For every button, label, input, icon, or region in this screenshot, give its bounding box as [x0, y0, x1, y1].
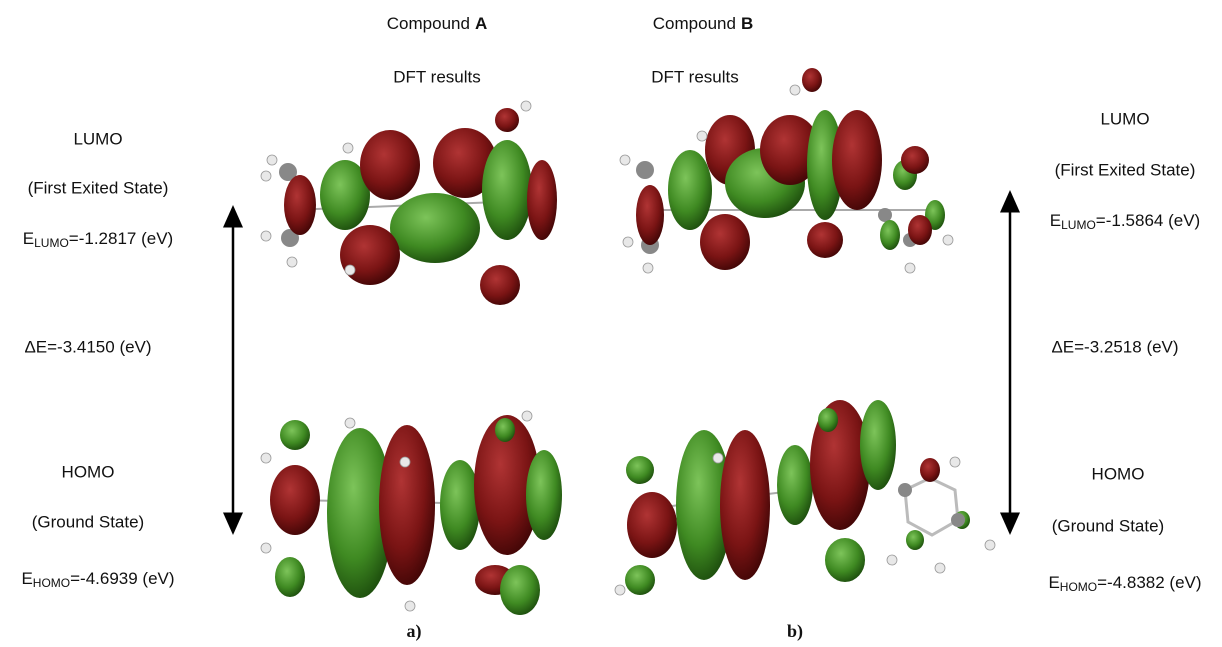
method: DFT results	[651, 67, 739, 86]
lumo-title: LUMO	[1100, 109, 1149, 128]
energy-value: =-1.5864 (eV)	[1096, 211, 1200, 230]
panel-caption: b)	[787, 621, 803, 642]
energy-gap: ΔE=-3.4150 (eV)	[24, 337, 151, 356]
energy-symbol: E	[21, 569, 32, 588]
compound-letter: A	[475, 14, 487, 33]
lumo-title: LUMO	[73, 129, 122, 148]
homo-title: HOMO	[62, 462, 115, 481]
energy-value: =-1.2817 (eV)	[69, 229, 173, 248]
energy-value: =-4.8382 (eV)	[1097, 573, 1201, 592]
energy-subscript: HOMO	[33, 576, 70, 590]
energy-gap: ΔE=-3.2518 (eV)	[1051, 337, 1178, 356]
homo-energy: EHOMO=-4.6939 (eV)	[21, 569, 174, 590]
figure: Compound A DFT results Compound B DFT resu…	[0, 0, 1222, 647]
energy-subscript: LUMO	[34, 236, 69, 250]
homo-energy: EHOMO=-4.8382 (eV)	[1048, 573, 1201, 594]
energy-value: =-4.6939 (eV)	[70, 569, 174, 588]
homo-state: (Ground State)	[1052, 516, 1164, 535]
homo-state: (Ground State)	[32, 512, 144, 531]
orbital-b-lumo	[620, 68, 953, 273]
energy-subscript: HOMO	[1060, 580, 1097, 594]
lumo-state: (First Exited State)	[28, 178, 169, 197]
energy-symbol: E	[1050, 211, 1061, 230]
compound-label: Compound	[653, 14, 736, 33]
compound-letter: B	[741, 14, 753, 33]
compound-label: Compound	[387, 14, 470, 33]
energy-symbol: E	[1048, 573, 1059, 592]
panel-caption: a)	[407, 621, 422, 642]
homo-title: HOMO	[1092, 464, 1145, 483]
compound-title: Compound A	[387, 14, 487, 33]
orbital-a-lumo	[261, 101, 557, 305]
orbital-b-homo	[615, 400, 995, 595]
lumo-energy: ELUMO=-1.2817 (eV)	[23, 229, 173, 250]
lumo-energy: ELUMO=-1.5864 (eV)	[1050, 211, 1200, 232]
method: DFT results	[393, 67, 481, 86]
orbital-a-homo	[261, 411, 562, 615]
energy-symbol: E	[23, 229, 34, 248]
lumo-state: (First Exited State)	[1055, 160, 1196, 179]
compound-title: Compound B	[653, 14, 753, 33]
energy-subscript: LUMO	[1061, 218, 1096, 232]
